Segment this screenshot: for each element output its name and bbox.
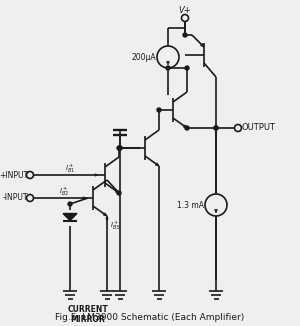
Polygon shape bbox=[63, 214, 77, 220]
Circle shape bbox=[26, 195, 34, 201]
Circle shape bbox=[68, 202, 72, 206]
Circle shape bbox=[26, 171, 34, 179]
Text: CURRENT
MIRROR: CURRENT MIRROR bbox=[68, 305, 108, 324]
Text: $I_{B1}^+$: $I_{B1}^+$ bbox=[65, 163, 75, 175]
Text: 1.3 mA: 1.3 mA bbox=[177, 200, 204, 210]
Polygon shape bbox=[106, 218, 108, 221]
Circle shape bbox=[118, 146, 122, 150]
Text: V+: V+ bbox=[178, 6, 191, 15]
Circle shape bbox=[117, 146, 121, 150]
Circle shape bbox=[157, 46, 179, 68]
Polygon shape bbox=[115, 190, 119, 193]
Circle shape bbox=[157, 108, 161, 112]
Polygon shape bbox=[167, 62, 170, 65]
Circle shape bbox=[117, 191, 121, 195]
Text: $I_{B2}^+$: $I_{B2}^+$ bbox=[59, 186, 69, 198]
Circle shape bbox=[166, 66, 170, 70]
Circle shape bbox=[185, 66, 189, 70]
Polygon shape bbox=[103, 213, 107, 216]
Polygon shape bbox=[95, 174, 98, 176]
Polygon shape bbox=[83, 197, 86, 199]
Circle shape bbox=[185, 126, 189, 130]
Polygon shape bbox=[214, 210, 218, 213]
Circle shape bbox=[214, 126, 218, 130]
Polygon shape bbox=[200, 44, 204, 47]
Text: 200μA: 200μA bbox=[131, 52, 156, 62]
Circle shape bbox=[183, 33, 187, 37]
Circle shape bbox=[182, 14, 188, 22]
Polygon shape bbox=[183, 125, 187, 128]
Text: $I_{B3}^+$: $I_{B3}^+$ bbox=[110, 220, 120, 232]
Polygon shape bbox=[155, 163, 159, 166]
Circle shape bbox=[118, 146, 122, 150]
Circle shape bbox=[214, 126, 218, 130]
Text: -INPUT: -INPUT bbox=[2, 194, 28, 202]
Circle shape bbox=[235, 125, 242, 131]
Circle shape bbox=[205, 194, 227, 216]
Text: Fig.5  LM3900 Schematic (Each Amplifier): Fig.5 LM3900 Schematic (Each Amplifier) bbox=[56, 313, 244, 322]
Text: OUTPUT: OUTPUT bbox=[242, 124, 276, 132]
Text: +INPUT: +INPUT bbox=[0, 170, 28, 180]
